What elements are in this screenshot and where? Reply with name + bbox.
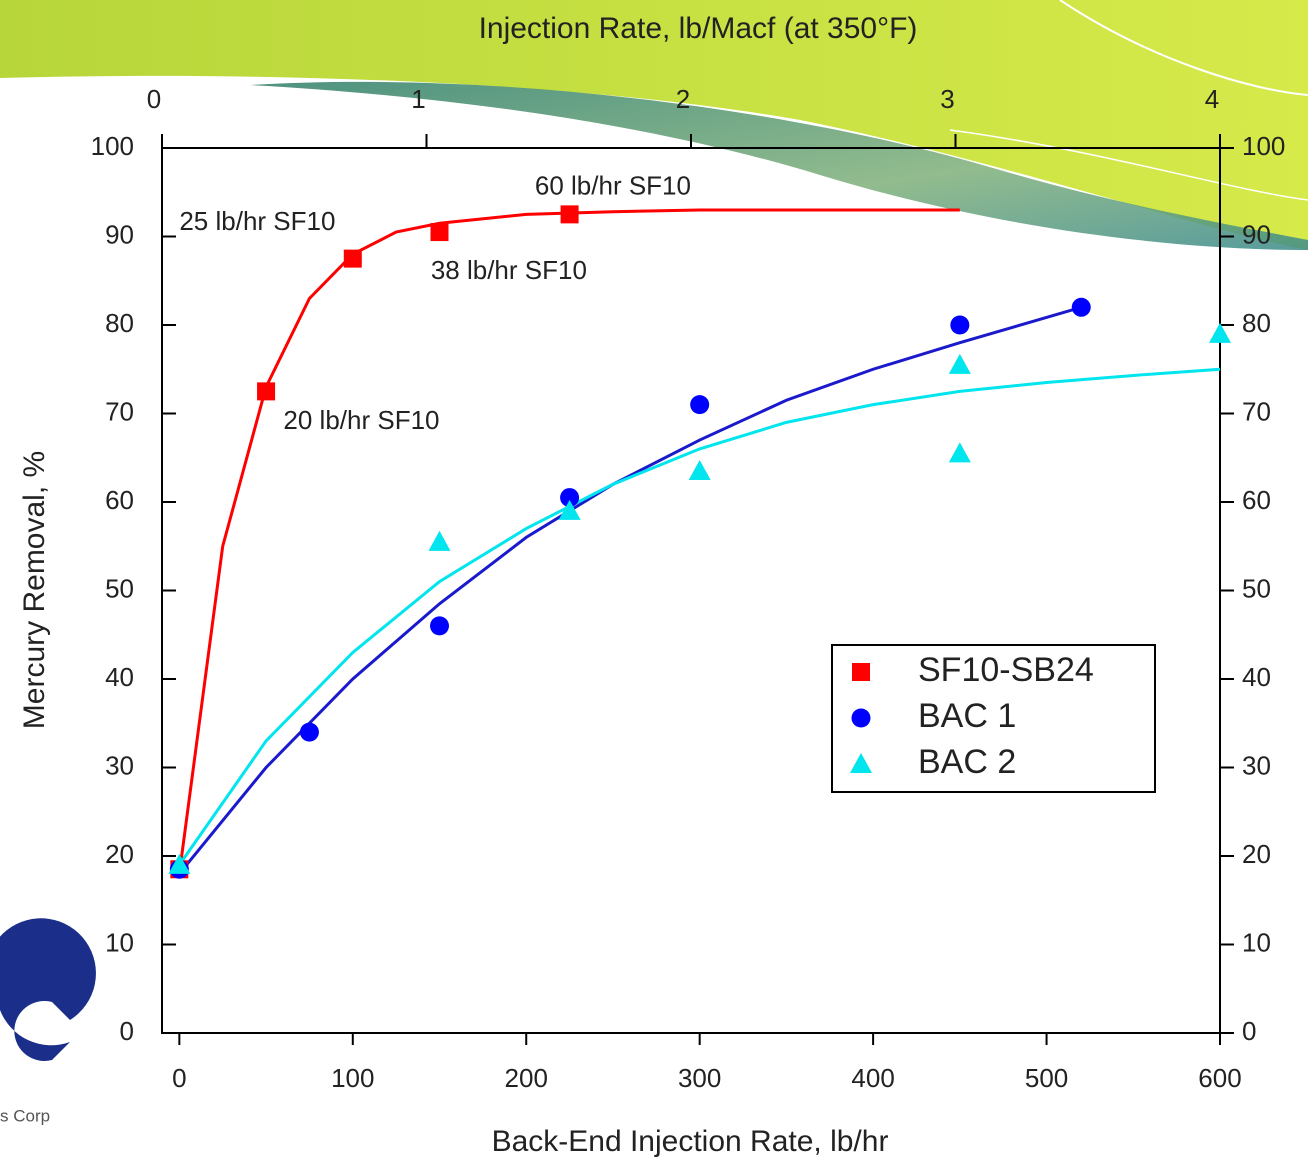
x2-tick-label: 4	[1205, 84, 1219, 114]
marker-square	[852, 663, 870, 681]
legend-label: BAC 1	[918, 697, 1016, 735]
marker-square	[560, 205, 579, 224]
x-tick-label: 200	[505, 1063, 548, 1093]
x2-tick-label: 1	[411, 84, 425, 114]
x-tick-label: 400	[851, 1063, 894, 1093]
y-tick-label: 60	[105, 485, 134, 515]
marker-triangle	[688, 460, 711, 481]
x2-tick-label: 3	[940, 84, 954, 114]
x-tick-label: 0	[172, 1063, 186, 1093]
legend-label: BAC 2	[918, 743, 1016, 781]
marker-circle	[851, 708, 871, 728]
marker-triangle	[558, 499, 581, 520]
y-tick-label: 0	[120, 1016, 134, 1046]
y2-tick-label: 10	[1242, 927, 1271, 957]
logo-caption: s Corp	[0, 1106, 50, 1125]
y2-tick-label: 20	[1242, 839, 1271, 869]
y2-tick-label: 70	[1242, 396, 1271, 426]
marker-circle	[560, 488, 580, 508]
annotation: 25 lb/hr SF10	[179, 206, 335, 236]
fit-curve	[177, 208, 960, 874]
x2-axis-label: Injection Rate, lb/Macf (at 350°F)	[479, 12, 918, 45]
y2-tick-label: 100	[1242, 131, 1285, 161]
y-tick-label: 70	[105, 396, 134, 426]
marker-triangle	[948, 353, 971, 374]
marker-circle	[299, 722, 319, 742]
marker-circle	[950, 315, 970, 335]
x-axis-label: Back-End Injection Rate, lb/hr	[492, 1125, 889, 1158]
marker-square	[257, 382, 276, 401]
y-axis-label: Mercury Removal, %	[18, 451, 51, 729]
y-tick-label: 40	[105, 662, 134, 692]
y-tick-label: 80	[105, 308, 134, 338]
marker-triangle	[948, 442, 971, 463]
fit-curve	[178, 367, 1221, 866]
y-tick-label: 90	[105, 219, 134, 249]
marker-circle	[690, 395, 710, 415]
background-decoration	[0, 0, 1308, 1061]
y2-tick-label: 50	[1242, 573, 1271, 603]
annotation: 38 lb/hr SF10	[431, 255, 587, 285]
legend: SF10-SB24 BAC 1 BAC 2	[831, 644, 1156, 793]
annotation: 20 lb/hr SF10	[283, 405, 439, 435]
x-tick-label: 300	[678, 1063, 721, 1093]
x2-tick-label: 2	[676, 84, 690, 114]
y-tick-label: 50	[105, 573, 134, 603]
marker-triangle	[168, 853, 191, 874]
y-tick-label: 30	[105, 750, 134, 780]
marker-square	[343, 249, 362, 268]
marker-triangle	[428, 530, 451, 551]
y2-tick-label: 0	[1242, 1016, 1256, 1046]
marker-triangle	[850, 753, 872, 773]
legend-label: SF10-SB24	[918, 651, 1094, 689]
y2-tick-label: 80	[1242, 308, 1271, 338]
legend-box	[831, 644, 1156, 793]
x2-tick-label: 0	[147, 84, 161, 114]
x-tick-label: 500	[1025, 1063, 1068, 1093]
y2-tick-label: 40	[1242, 662, 1271, 692]
x-tick-label: 100	[331, 1063, 374, 1093]
y2-tick-label: 60	[1242, 485, 1271, 515]
annotation: 60 lb/hr SF10	[535, 171, 691, 201]
y2-tick-label: 30	[1242, 750, 1271, 780]
marker-square	[430, 223, 449, 242]
y-tick-label: 100	[91, 131, 134, 161]
x-tick-label: 600	[1198, 1063, 1241, 1093]
y-tick-label: 10	[105, 927, 134, 957]
y-tick-label: 20	[105, 839, 134, 869]
marker-circle	[430, 616, 450, 636]
marker-triangle	[1209, 322, 1231, 343]
y2-tick-label: 90	[1242, 219, 1271, 249]
marker-circle	[1071, 297, 1091, 317]
